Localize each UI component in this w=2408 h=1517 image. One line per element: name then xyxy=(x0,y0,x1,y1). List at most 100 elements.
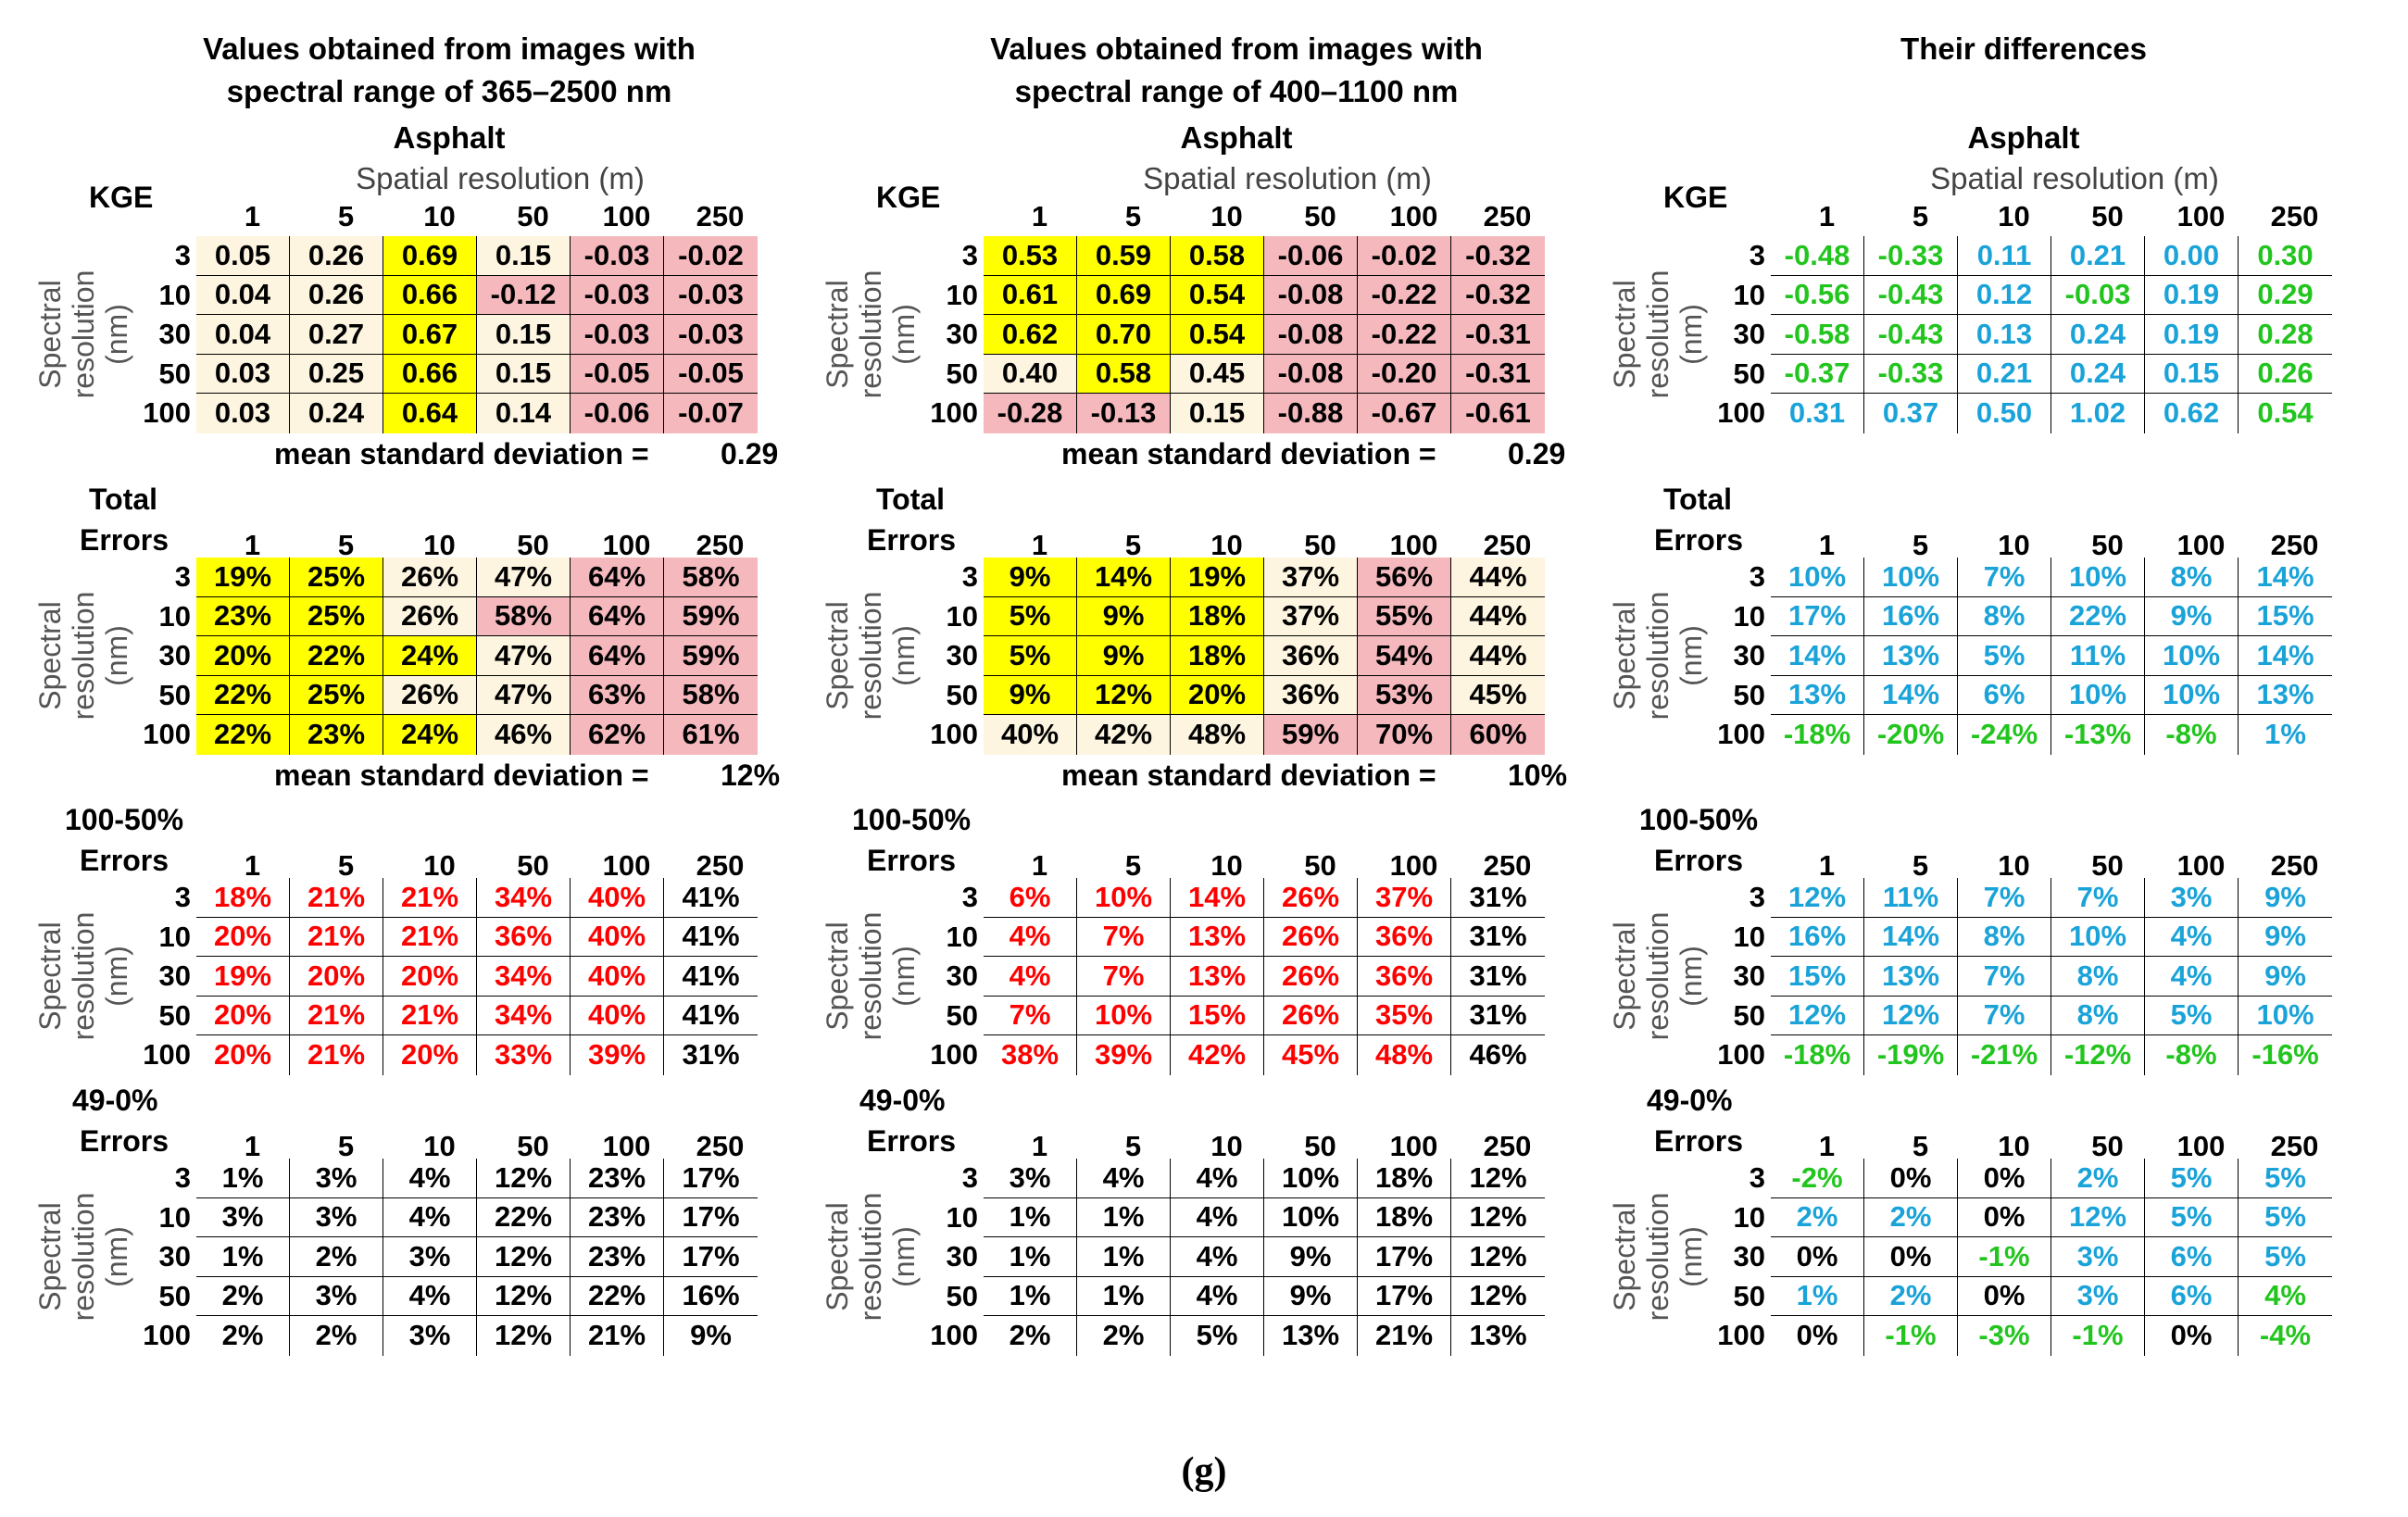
table-cell: 36% xyxy=(1264,636,1358,676)
table-cell: -0.03 xyxy=(571,236,664,276)
spatial-header-250: 250 xyxy=(696,200,745,232)
table-cell: 3% xyxy=(290,1197,383,1237)
table-cell: 48% xyxy=(1358,1035,1451,1075)
table-cell: -0.05 xyxy=(571,354,664,394)
table-cell: 48% xyxy=(1171,715,1264,755)
spatial-header-250: 250 xyxy=(696,1130,745,1162)
table-cell: -0.37 xyxy=(1771,354,1864,394)
table-cell: 58% xyxy=(664,675,758,715)
spectral-resolution-label: Spectral resolution (nm) xyxy=(33,1146,133,1368)
table-cell: 0% xyxy=(1958,1276,2051,1316)
spatial-header-10: 10 xyxy=(423,1130,456,1162)
spatial-header-5: 5 xyxy=(1912,529,1929,561)
table-cell: 1% xyxy=(196,1159,290,1198)
spectral-row-label-10: 10 xyxy=(1733,920,1765,953)
table-cell: 40% xyxy=(571,996,664,1035)
table-cell: 6% xyxy=(2145,1276,2239,1316)
table-block-3: 100-50% Errors 1 5 10 50 100 250 6% 10% 14% 26% 37% 3… xyxy=(787,803,1574,1075)
spectral-resolution-label: Spectral resolution (nm) xyxy=(1608,865,1708,1087)
table-cell: 26% xyxy=(383,675,477,715)
spectral-label-line-3: (nm) xyxy=(100,304,133,366)
table-cell: 0.15 xyxy=(477,236,571,276)
spatial-header-50: 50 xyxy=(1304,1130,1336,1162)
spatial-header-1: 1 xyxy=(1818,1130,1836,1162)
spatial-header-1: 1 xyxy=(1818,200,1836,232)
table-cell: 14% xyxy=(1864,917,1958,957)
spectral-label-line-2: resolution xyxy=(1641,911,1674,1041)
spectral-row-label-100: 100 xyxy=(1717,718,1765,750)
table-cell: 17% xyxy=(1771,596,1864,636)
table-cell: 58% xyxy=(477,596,571,636)
spatial-header-1: 1 xyxy=(1031,849,1048,882)
table-cell: 13% xyxy=(1864,957,1958,997)
table-cell: -0.28 xyxy=(984,394,1077,433)
spatial-header-1: 1 xyxy=(244,529,261,561)
spectral-label-line-3: (nm) xyxy=(887,304,921,366)
table-cell: 37% xyxy=(1264,558,1358,597)
spectral-row-label-100: 100 xyxy=(1717,1319,1765,1351)
table-cell: 64% xyxy=(571,558,664,597)
table-cell: 0.27 xyxy=(290,315,383,355)
table-cell: 9% xyxy=(984,675,1077,715)
table-cell: 5% xyxy=(2145,1197,2239,1237)
spectral-label-line-2: resolution xyxy=(67,911,100,1041)
table-cell: -0.07 xyxy=(664,394,758,433)
table-cell: 12% xyxy=(1771,996,1864,1035)
table-cell: 36% xyxy=(1358,957,1451,997)
table-cell: 24% xyxy=(383,715,477,755)
table-cell: -0.61 xyxy=(1451,394,1545,433)
spatial-header-100: 100 xyxy=(602,1130,651,1162)
table-cell: 0.12 xyxy=(1958,275,2051,315)
spatial-header-5: 5 xyxy=(337,849,355,882)
block-label-line-1: 100-50% xyxy=(1639,803,1759,836)
table-cell: 22% xyxy=(571,1276,664,1316)
data-table: 10% 10% 7% 10% 8% 14% 17% 16% 8% 22% 9% 15% 14% 13% 5%… xyxy=(1771,558,2332,755)
table-cell: 12% xyxy=(1771,878,1864,918)
spectral-row-label-100: 100 xyxy=(930,396,978,429)
table-cell: -0.12 xyxy=(477,275,571,315)
table-cell: 21% xyxy=(383,917,477,957)
table-cell: 0.24 xyxy=(290,394,383,433)
data-table: 1% 3% 4% 12% 23% 17% 3% 3% 4% 22% 23% 17% 1% 2% 3% 12% 2… xyxy=(196,1159,758,1356)
table-cell: 0.69 xyxy=(383,236,477,276)
spectral-row-label-100: 100 xyxy=(930,718,978,750)
block-label: KGE xyxy=(1663,181,1728,214)
table-cell: 0.21 xyxy=(1958,354,2051,394)
table-cell: -0.08 xyxy=(1264,315,1358,355)
table-cell: -0.05 xyxy=(664,354,758,394)
block-label-line-1: 100-50% xyxy=(852,803,972,836)
spectral-row-label-50: 50 xyxy=(158,998,191,1032)
spectral-label-line-1: Spectral xyxy=(33,280,67,389)
table-cell: 0.11 xyxy=(1958,236,2051,276)
spatial-header-250: 250 xyxy=(1483,200,1532,232)
table-cell: 15% xyxy=(1171,996,1264,1035)
table-cell: 47% xyxy=(477,675,571,715)
spectral-row-label-100: 100 xyxy=(143,396,191,429)
spatial-resolution-label: Spatial resolution (m) xyxy=(1143,161,1432,195)
table-cell: 1.02 xyxy=(2051,394,2145,433)
table-cell: 41% xyxy=(664,996,758,1035)
spatial-header-1: 1 xyxy=(1031,1130,1048,1162)
table-cell: -0.13 xyxy=(1077,394,1171,433)
table-cell: 0.70 xyxy=(1077,315,1171,355)
material-title: Asphalt xyxy=(1180,120,1293,155)
table-cell: 26% xyxy=(1264,917,1358,957)
spatial-header-10: 10 xyxy=(423,200,456,232)
table-cell: 24% xyxy=(383,636,477,676)
table-cell: 0.05 xyxy=(196,236,290,276)
table-cell: 59% xyxy=(664,596,758,636)
table-cell: 1% xyxy=(2239,715,2332,755)
spatial-header-250: 250 xyxy=(2270,1130,2319,1162)
table-block-2: Total Errors 1 5 10 50 100 250 9% 14% 19% 37% 56% 44%… xyxy=(787,483,1574,792)
table-cell: 40% xyxy=(571,917,664,957)
table-cell: 47% xyxy=(477,636,571,676)
spatial-header-250: 250 xyxy=(1483,849,1532,882)
table-cell: 7% xyxy=(1958,558,2051,597)
table-cell: 2% xyxy=(290,1316,383,1356)
block-label: KGE xyxy=(89,181,154,214)
block-label-line-2: Errors xyxy=(867,844,957,877)
block-label-line-2: Errors xyxy=(80,523,169,557)
table-cell: 40% xyxy=(571,878,664,918)
table-cell: -0.03 xyxy=(571,275,664,315)
table-cell: 0.50 xyxy=(1958,394,2051,433)
